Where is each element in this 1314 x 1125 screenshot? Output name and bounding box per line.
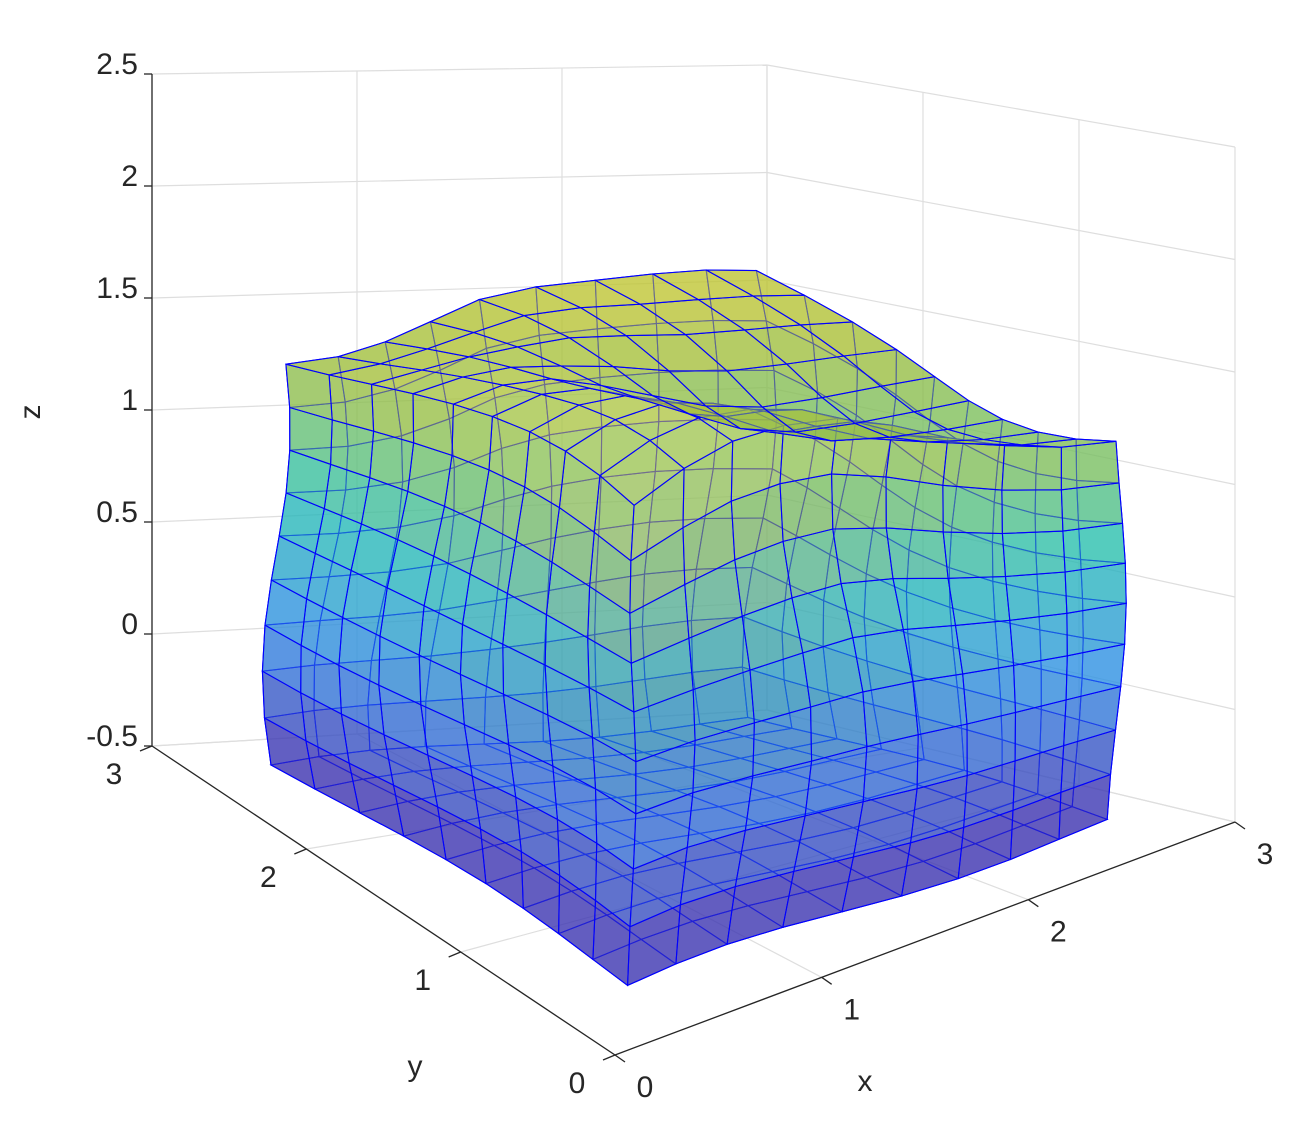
mesh-face	[1001, 445, 1062, 491]
mesh-face	[892, 577, 957, 631]
tick-mark	[139, 745, 153, 752]
mesh-face	[942, 484, 1003, 535]
y-tick-label: 1	[414, 964, 431, 997]
mesh-face	[947, 575, 1011, 626]
tick-mark	[448, 951, 461, 958]
x-tick-label: 3	[1257, 838, 1274, 871]
mesh-face	[885, 476, 944, 533]
x-axis-line	[614, 821, 1236, 1056]
z-tick-label: 2	[121, 160, 138, 193]
mesh-face	[1001, 530, 1066, 578]
y-tick-label: 2	[260, 861, 277, 894]
tick-mark	[294, 848, 307, 855]
mesh	[261, 269, 1127, 987]
z-tick-label: 0.5	[96, 496, 138, 529]
mesh-face	[1062, 522, 1126, 573]
z-tick-label: 0	[121, 608, 138, 641]
mesh-face	[779, 473, 834, 543]
grid-line	[151, 171, 768, 187]
z-axis-label: z	[14, 405, 47, 420]
z-tick-label: 2.5	[96, 48, 138, 81]
grid-line	[766, 279, 1236, 373]
mesh-face	[1001, 489, 1064, 535]
x-axis-label: x	[858, 1065, 873, 1098]
z-tick-label: 1	[121, 384, 138, 417]
grid-line	[766, 171, 1236, 261]
mesh-face	[912, 673, 968, 736]
grid-line	[766, 64, 1236, 148]
mesh-face	[1004, 571, 1068, 621]
mesh-face	[902, 624, 964, 683]
y-axis-label: y	[408, 1050, 423, 1083]
tick-mark	[1234, 821, 1246, 830]
mesh-face	[705, 269, 805, 297]
tick-mark	[602, 1054, 616, 1061]
mesh-face	[942, 531, 1007, 579]
tick-mark	[614, 1054, 626, 1063]
z-tick-label: -0.5	[86, 720, 138, 753]
x-tick-label: 2	[1050, 916, 1067, 949]
axes: -0.5 0 0.5 1 1.5 2 2.5 0 1 2 3 0 1 2 3	[86, 48, 1273, 1104]
mesh-face	[1009, 612, 1068, 667]
mesh-face	[1060, 482, 1124, 532]
mesh-face	[831, 473, 887, 530]
mesh-face	[840, 578, 904, 639]
mesh-face	[832, 527, 894, 585]
mesh-face	[954, 619, 1015, 675]
mesh-face	[885, 527, 949, 580]
z-tick-label: 1.5	[96, 272, 138, 305]
y-tick-label: 0	[569, 1067, 586, 1100]
mesh-face	[1060, 440, 1120, 491]
tick-mark	[821, 976, 833, 985]
x-tick-label: 0	[637, 1071, 654, 1104]
mesh-face	[862, 680, 919, 748]
y-tick-label: 3	[106, 758, 123, 791]
mesh-face	[852, 628, 914, 693]
grid-line	[151, 64, 768, 75]
tick-mark	[1027, 899, 1039, 908]
y-axis-line	[151, 745, 616, 1056]
x-tick-label: 1	[843, 993, 860, 1026]
